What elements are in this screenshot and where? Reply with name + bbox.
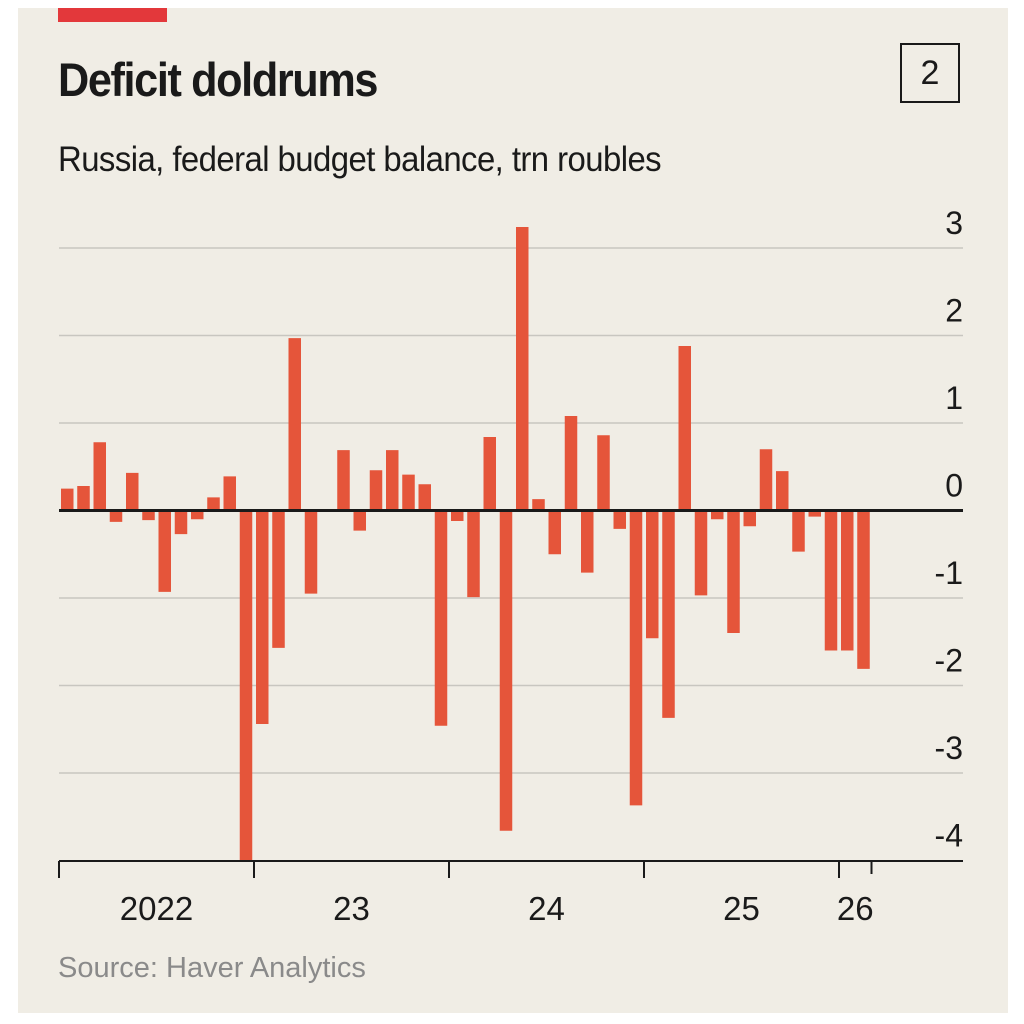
bar-2024-08: [564, 416, 578, 511]
bar-2025-09: [776, 471, 789, 511]
bar-2023-06: [337, 450, 350, 511]
bar-2024-09: [581, 510, 594, 573]
bar-2024-02: [467, 510, 480, 598]
y-tick-label: 1: [945, 380, 963, 416]
bar-2023-07: [353, 510, 366, 531]
y-tick-label: -1: [935, 555, 963, 591]
bar-2023-02: [272, 510, 285, 648]
y-tick-label: -3: [935, 730, 963, 766]
bar-2023-04: [304, 510, 318, 594]
bar-2022-11: [223, 476, 236, 511]
x-tick-label: 23: [333, 890, 370, 927]
source-note: Source: Haver Analytics: [58, 952, 366, 984]
bar-2024-06: [532, 499, 545, 511]
bar-2023-08: [369, 470, 383, 511]
chart-title: Deficit doldrums: [58, 53, 378, 106]
bar-2025-05: [711, 510, 724, 520]
chart-number-badge: 2: [900, 43, 960, 103]
bar-2026-02: [857, 510, 870, 669]
bar-2025-01: [646, 510, 659, 639]
bar-2022-12: [239, 510, 253, 861]
bar-2023-03: [288, 338, 301, 511]
bars: [61, 227, 870, 861]
bar-2025-02: [662, 510, 675, 718]
chart-subtitle: Russia, federal budget balance, trn roub…: [58, 140, 662, 179]
bar-2024-05: [516, 227, 529, 511]
bar-2023-10: [402, 474, 415, 511]
y-tick-label: 0: [945, 468, 963, 504]
bar-2022-01: [61, 488, 74, 511]
bar-2022-06: [142, 510, 155, 521]
bar-2025-03: [678, 346, 691, 511]
bar-2025-11: [808, 510, 821, 517]
bar-2023-01: [256, 510, 269, 724]
x-tick-label: 24: [528, 890, 565, 927]
bar-2022-10: [207, 497, 220, 511]
bar-2025-07: [743, 510, 756, 527]
bar-2022-09: [191, 510, 204, 520]
bar-2022-07: [158, 510, 171, 592]
x-tick-label: 2022: [120, 890, 193, 927]
bar-2024-12: [629, 510, 643, 806]
bar-2022-04: [109, 510, 123, 522]
bar-2024-04: [499, 510, 513, 831]
y-axis-labels: 3 2 1 0 -1 -2 -3 -4: [935, 205, 963, 854]
bar-2025-12: [824, 510, 838, 651]
bar-2023-12: [434, 510, 448, 726]
y-tick-label: -2: [935, 643, 963, 679]
bar-2025-10: [792, 510, 805, 552]
bar-2024-07: [548, 510, 561, 555]
x-axis: 2022 23 24 25 26: [58, 509, 963, 927]
y-tick-label: 2: [945, 293, 963, 329]
bar-2024-10: [597, 435, 610, 511]
bar-2026-01: [841, 510, 854, 651]
bar-2022-08: [174, 510, 188, 535]
y-tick-label: 3: [945, 205, 963, 241]
bar-2025-04: [694, 510, 708, 596]
x-tick-label: 26: [837, 890, 874, 927]
y-tick-label: -4: [935, 818, 963, 854]
bar-2023-09: [386, 450, 399, 511]
bar-2024-01: [451, 510, 464, 521]
bar-2022-02: [77, 486, 90, 511]
x-tick-label: 25: [723, 890, 760, 927]
bar-2022-05: [126, 472, 139, 511]
bar-2025-06: [727, 510, 740, 633]
bar-2024-03: [483, 437, 496, 511]
accent-tag: [58, 8, 167, 22]
bar-2024-11: [613, 510, 626, 529]
bar-2023-11: [418, 484, 431, 511]
bar-2025-08: [759, 449, 773, 511]
bar-2022-03: [93, 442, 106, 511]
